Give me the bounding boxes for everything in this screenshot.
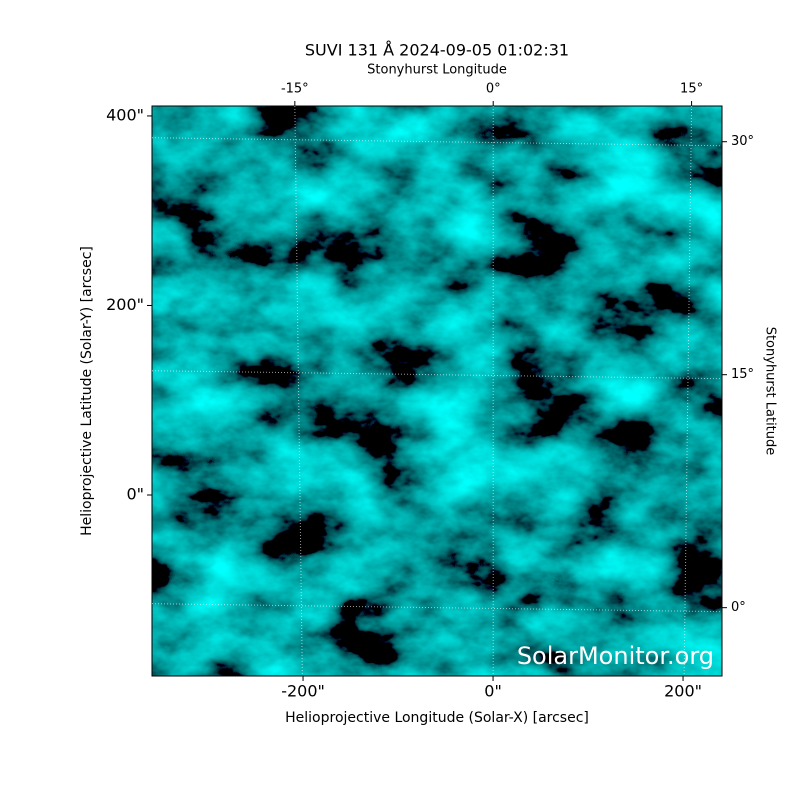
grid-line [152, 603, 722, 613]
right-tick-label: 30° [731, 134, 754, 149]
x-tick-label: -200" [281, 682, 325, 701]
solar-image [152, 106, 722, 676]
grid-line [683, 106, 693, 676]
plot-frame [151, 105, 723, 677]
top-tick-label: 0° [486, 82, 501, 97]
top-tick-label: 15° [680, 82, 703, 97]
watermark: SolarMonitor.org [517, 642, 714, 670]
y-tick-label: 200" [106, 295, 144, 314]
y-tick-label: 0" [126, 485, 144, 504]
top-axis-label: Stonyhurst Longitude [367, 63, 507, 78]
grid-line [152, 137, 722, 147]
grid-line [152, 370, 722, 380]
right-tick-label: 15° [731, 367, 754, 382]
x-tick-label: 200" [664, 682, 702, 701]
right-tick-label: 0° [731, 600, 746, 615]
chart-title: SUVI 131 Å 2024-09-05 01:02:31 [305, 41, 569, 60]
x-axis-label: Helioprojective Longitude (Solar-X) [arc… [285, 710, 589, 726]
x-tick-label: 0" [484, 682, 502, 701]
right-axis-label: Stonyhurst Latitude [763, 327, 778, 456]
grid-line [294, 106, 303, 676]
top-tick-label: -15° [281, 82, 309, 97]
y-tick-label: 400" [106, 105, 144, 124]
y-axis-label: Helioprojective Latitude (Solar-Y) [arcs… [79, 246, 95, 536]
